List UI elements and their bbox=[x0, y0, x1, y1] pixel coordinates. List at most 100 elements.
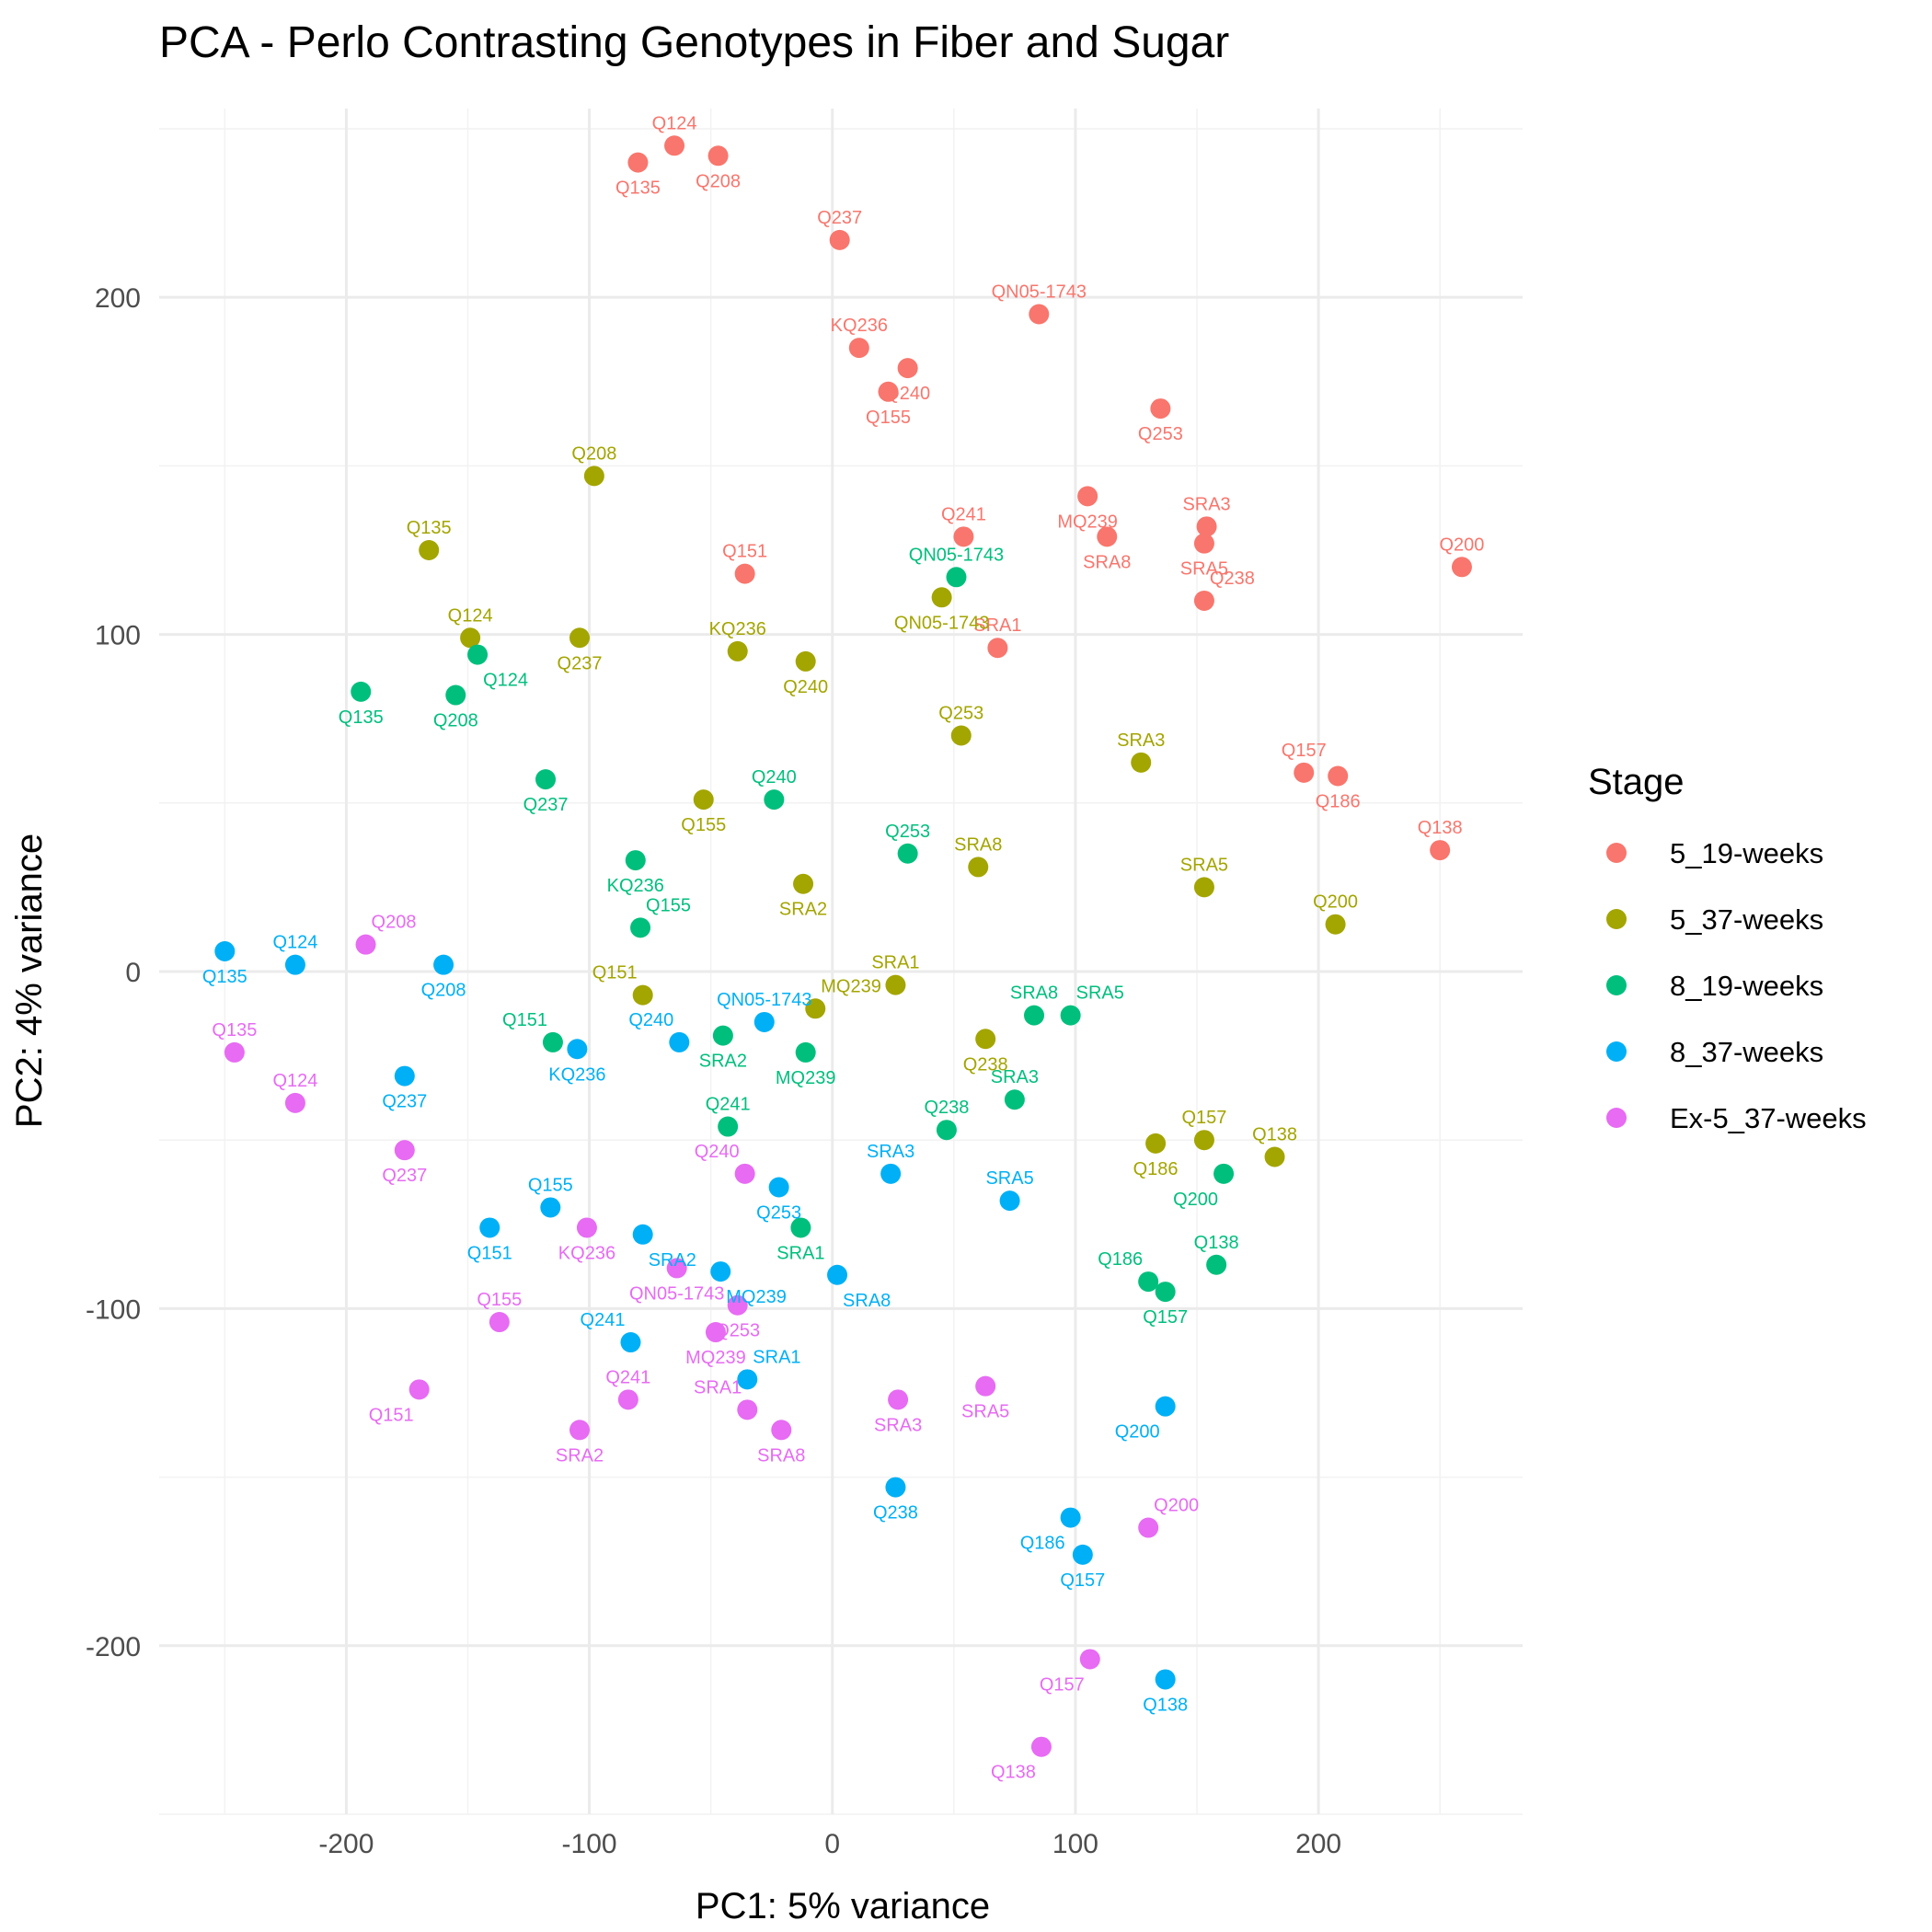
data-point bbox=[284, 1092, 305, 1113]
legend-item: Ex-5_37-weeks bbox=[1606, 1102, 1867, 1134]
legend-item: 5_19-weeks bbox=[1606, 837, 1823, 869]
data-point bbox=[829, 229, 850, 250]
legend-key bbox=[1606, 975, 1627, 995]
point-label: SRA5 bbox=[1076, 983, 1124, 1004]
data-point bbox=[535, 769, 557, 790]
legend-item: 8_19-weeks bbox=[1606, 970, 1823, 1002]
data-point bbox=[1029, 304, 1050, 325]
data-point bbox=[479, 1217, 500, 1238]
data-point bbox=[1196, 516, 1217, 537]
point-label: Q241 bbox=[605, 1367, 650, 1387]
data-point bbox=[805, 998, 826, 1019]
point-label: SRA3 bbox=[874, 1415, 922, 1435]
data-point bbox=[1131, 752, 1152, 773]
point-label: Q200 bbox=[1313, 892, 1358, 913]
legend-label: 8_19-weeks bbox=[1670, 970, 1823, 1002]
data-point bbox=[632, 1224, 653, 1245]
legend-label: 5_19-weeks bbox=[1670, 837, 1823, 869]
point-label: Q237 bbox=[382, 1092, 427, 1112]
data-point bbox=[1004, 1089, 1025, 1110]
point-label: SRA3 bbox=[867, 1142, 914, 1162]
data-point bbox=[284, 954, 305, 975]
data-labels: Q124 Q135 Q208 Q237 QN05-1743 KQ236 Q240 Q155 Q2… bbox=[202, 113, 1485, 1782]
point-label: SRA1 bbox=[753, 1347, 800, 1367]
x-tick-label: -100 bbox=[562, 1829, 617, 1859]
point-label: Q157 bbox=[1143, 1307, 1188, 1328]
point-label: Q151 bbox=[722, 542, 767, 562]
data-point bbox=[885, 974, 906, 995]
point-label: KQ236 bbox=[709, 619, 766, 639]
legend-item: 8_37-weeks bbox=[1606, 1036, 1823, 1068]
x-tick-label: -200 bbox=[318, 1829, 374, 1859]
y-tick-label: -200 bbox=[86, 1632, 141, 1662]
data-point bbox=[1077, 486, 1098, 507]
data-point bbox=[1328, 765, 1349, 787]
point-label: Q208 bbox=[571, 443, 616, 464]
point-label: Q155 bbox=[681, 815, 726, 835]
x-tick-label: 0 bbox=[824, 1829, 840, 1859]
legend-key bbox=[1606, 1041, 1627, 1062]
point-label: Q186 bbox=[1020, 1534, 1065, 1554]
point-label: SRA5 bbox=[1180, 559, 1228, 580]
data-point bbox=[946, 567, 967, 588]
data-point bbox=[569, 627, 591, 649]
point-label: SRA2 bbox=[649, 1250, 696, 1271]
point-label: Q157 bbox=[1282, 741, 1327, 761]
point-label: Q200 bbox=[1173, 1190, 1218, 1210]
data-point bbox=[737, 1369, 758, 1390]
point-label: SRA8 bbox=[1010, 983, 1058, 1004]
point-label: Q135 bbox=[339, 707, 384, 728]
legend-title: Stage bbox=[1588, 762, 1685, 802]
data-point bbox=[1294, 762, 1315, 783]
data-point bbox=[625, 850, 646, 871]
point-label: QN05-1743 bbox=[992, 282, 1087, 303]
point-label: Q200 bbox=[1154, 1496, 1199, 1516]
point-label: Q138 bbox=[991, 1763, 1036, 1783]
point-label: Q237 bbox=[817, 208, 862, 228]
data-point bbox=[950, 725, 972, 746]
data-point bbox=[632, 984, 653, 1006]
data-point bbox=[467, 644, 489, 665]
point-label: Q240 bbox=[783, 677, 828, 697]
point-label: Q253 bbox=[1138, 424, 1183, 444]
data-point bbox=[666, 1258, 687, 1279]
y-tick-label: 0 bbox=[125, 958, 141, 988]
point-label: Q238 bbox=[873, 1503, 918, 1524]
data-point bbox=[433, 954, 454, 975]
data-point bbox=[768, 1177, 789, 1198]
point-label: SRA3 bbox=[991, 1067, 1039, 1087]
data-point bbox=[764, 789, 785, 811]
point-label: Q135 bbox=[212, 1020, 257, 1041]
point-label: Q238 bbox=[1210, 569, 1255, 589]
chart-title: PCA - Perlo Contrasting Genotypes in Fib… bbox=[159, 18, 1229, 67]
x-axis-title: PC1: 5% variance bbox=[696, 1886, 990, 1926]
point-label: Q138 bbox=[1143, 1695, 1188, 1715]
point-label: Q241 bbox=[581, 1310, 626, 1330]
legend-label: 8_37-weeks bbox=[1670, 1036, 1823, 1068]
data-point bbox=[1155, 1282, 1176, 1303]
point-label: Q208 bbox=[433, 711, 478, 731]
data-point bbox=[1206, 1254, 1227, 1275]
point-label: MQ239 bbox=[1057, 512, 1118, 532]
data-point bbox=[664, 135, 685, 156]
data-point bbox=[460, 627, 481, 649]
y-axis-title: PC2: 4% variance bbox=[9, 834, 50, 1128]
point-label: Q124 bbox=[448, 605, 493, 626]
data-point bbox=[627, 152, 649, 173]
data-point bbox=[936, 1120, 957, 1141]
data-point bbox=[1060, 1507, 1081, 1528]
point-label: Q138 bbox=[1194, 1233, 1239, 1253]
point-label: Q155 bbox=[477, 1290, 522, 1310]
point-label: Q157 bbox=[1181, 1108, 1226, 1128]
data-point bbox=[583, 466, 604, 487]
point-label: Q151 bbox=[592, 963, 638, 983]
data-point bbox=[712, 1025, 733, 1046]
data-points bbox=[214, 135, 1472, 1757]
point-label: QN05-1743 bbox=[894, 613, 989, 633]
point-label: SRA1 bbox=[694, 1377, 742, 1397]
data-point bbox=[620, 1332, 641, 1353]
point-label: Q124 bbox=[652, 113, 697, 133]
data-point bbox=[567, 1039, 588, 1060]
point-label: SRA3 bbox=[1182, 494, 1230, 514]
data-point bbox=[1030, 1736, 1052, 1757]
